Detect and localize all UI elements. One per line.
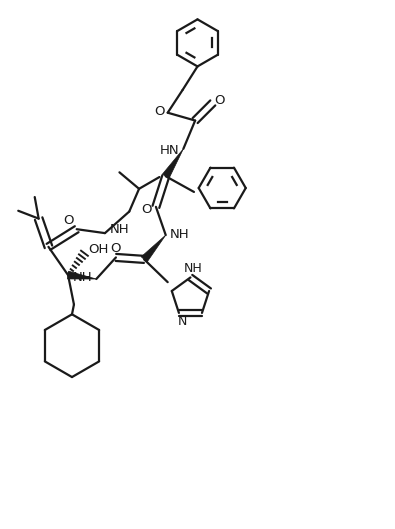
Polygon shape [162, 149, 183, 178]
Text: NH: NH [110, 223, 130, 236]
Polygon shape [68, 271, 96, 279]
Text: O: O [141, 204, 151, 216]
Text: O: O [214, 94, 225, 107]
Text: O: O [110, 242, 120, 256]
Text: OH: OH [88, 243, 109, 256]
Text: HN: HN [160, 144, 179, 157]
Text: NH: NH [170, 228, 190, 241]
Text: O: O [63, 214, 73, 227]
Text: N: N [178, 315, 188, 328]
Text: NH: NH [72, 270, 92, 284]
Text: NH: NH [184, 262, 203, 275]
Polygon shape [141, 235, 166, 262]
Text: O: O [154, 105, 164, 117]
